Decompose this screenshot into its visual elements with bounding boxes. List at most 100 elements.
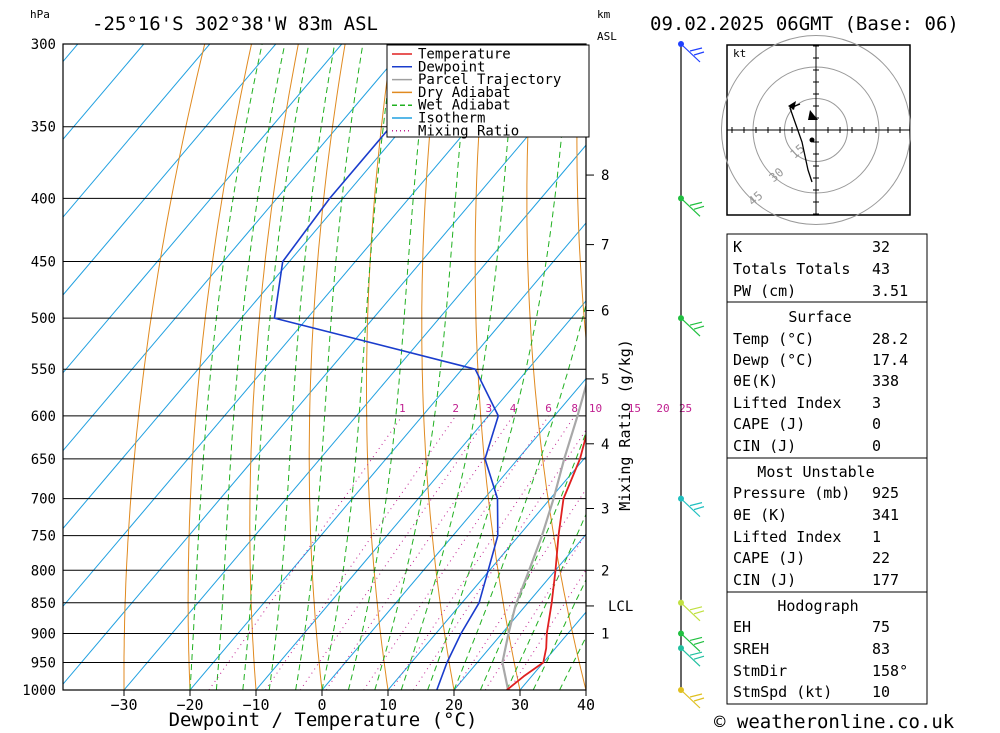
wind-barb xyxy=(680,43,705,63)
mixing-ratio-line xyxy=(363,415,550,690)
isotherm-line xyxy=(123,144,586,690)
pressure-label: 750 xyxy=(31,529,56,545)
isotherm-line xyxy=(63,44,277,296)
parcel-trajectory-line xyxy=(501,381,586,690)
eh-value: 75 xyxy=(872,618,890,636)
lcl-label: LCL xyxy=(608,599,633,615)
mu-title: Most Unstable xyxy=(757,463,874,481)
x-tick-label: 20 xyxy=(445,696,463,714)
surface-temp-label: Temp (°C) xyxy=(733,330,814,348)
wind-barb xyxy=(680,197,705,217)
pressure-label: 800 xyxy=(31,563,56,579)
mu-theta-label: θE (K) xyxy=(733,506,787,524)
pressure-label: 650 xyxy=(31,452,56,468)
mixing-ratio-label: 15 xyxy=(628,402,641,415)
legend-label: Dry Adiabat xyxy=(418,85,511,101)
dry-adiabat-line xyxy=(123,44,206,690)
mixing-ratio-line xyxy=(208,415,403,690)
isotherm-line xyxy=(453,533,586,690)
surface-cape-label: CAPE (J) xyxy=(733,415,805,433)
mixing-ratio-labels: 1 2 3 4 6 8 10 15 20 25 xyxy=(399,402,692,415)
stmspd-label: StmSpd (kt) xyxy=(733,683,832,701)
dry-adiabat-line xyxy=(953,44,1000,690)
copyright: © weatheronline.co.uk xyxy=(714,711,955,733)
surface-dewp-label: Dewp (°C) xyxy=(733,351,814,369)
x-tick-label: −10 xyxy=(242,696,269,714)
x-tick-label: 30 xyxy=(511,696,529,714)
k-label: K xyxy=(733,238,742,256)
mixing-ratio-line xyxy=(264,415,457,690)
storm-motion-dot xyxy=(809,137,815,143)
mu-pressure-label: Pressure (mb) xyxy=(733,484,850,502)
mixing-ratio-label: 1 xyxy=(399,402,406,415)
wind-profile xyxy=(678,41,705,709)
isotherm-line xyxy=(63,44,211,218)
mixing-ratio-label: 8 xyxy=(571,402,578,415)
dry-adiabat-line xyxy=(576,44,586,344)
sreh-value: 83 xyxy=(872,640,890,658)
km-label: 7 xyxy=(601,238,609,254)
isobars xyxy=(63,43,586,691)
mu-pressure-value: 925 xyxy=(872,484,899,502)
x-tick-label: −30 xyxy=(110,696,137,714)
isotherm-line xyxy=(255,300,586,690)
km-label: 5 xyxy=(601,372,609,388)
x-tick-label: 10 xyxy=(379,696,397,714)
wet-adiabat-line xyxy=(242,44,310,690)
surface-theta-label: θE(K) xyxy=(733,372,778,390)
mu-li-value: 1 xyxy=(872,528,881,546)
surface-li-value: 3 xyxy=(872,394,881,412)
tt-label: Totals Totals xyxy=(733,260,850,278)
legend-label: Dewpoint xyxy=(418,59,485,75)
legend-box xyxy=(386,44,590,138)
dry-adiabat-line xyxy=(308,44,346,690)
pressure-label: 350 xyxy=(31,120,56,136)
stmdir-value: 158° xyxy=(872,662,908,680)
temperature-axis-labels: −30 −20 −10 0 10 20 30 40 xyxy=(110,690,595,714)
pressure-label: 900 xyxy=(31,626,56,642)
mixing-ratio-label: 3 xyxy=(485,402,492,415)
k-value: 32 xyxy=(872,238,890,256)
wind-barb xyxy=(680,602,705,622)
legend-label: Wet Adiabat xyxy=(418,98,511,114)
pressure-label: 1000 xyxy=(22,683,56,699)
eh-label: EH xyxy=(733,618,751,636)
wet-adiabat-line xyxy=(479,431,586,690)
pressure-label: 600 xyxy=(31,409,56,425)
mixing-ratio-axis-label: Mixing Ratio (g/kg) xyxy=(616,339,634,511)
hodograph-unit: kt xyxy=(733,47,746,60)
mixing-ratio-line xyxy=(299,415,490,690)
wind-barb xyxy=(680,317,705,337)
km-label: 1 xyxy=(601,626,609,642)
mu-cape-label: CAPE (J) xyxy=(733,549,805,567)
wind-barb xyxy=(680,633,705,652)
mu-cin-value: 177 xyxy=(872,571,899,589)
pressure-label: 850 xyxy=(31,596,56,612)
wind-barb xyxy=(680,689,705,709)
temperature-line xyxy=(506,432,586,690)
km-label: 3 xyxy=(601,501,609,517)
dry-adiabat-line xyxy=(187,44,252,690)
hodo-stats-title: Hodograph xyxy=(777,597,858,615)
pressure-label: 450 xyxy=(31,255,56,271)
km-label: 8 xyxy=(601,168,609,184)
pressure-label: 950 xyxy=(31,655,56,671)
surface-title: Surface xyxy=(788,308,851,326)
asl-label: ASL xyxy=(597,30,617,43)
mixing-ratio-label: 25 xyxy=(679,402,692,415)
surface-li-label: Lifted Index xyxy=(733,394,841,412)
datetime-title: 09.02.2025 06GMT (Base: 06) xyxy=(650,13,959,35)
wet-adiabat-line xyxy=(347,44,430,690)
dry-adiabat-line xyxy=(421,44,455,690)
stmdir-label: StmDir xyxy=(733,662,787,680)
surface-dewp-value: 17.4 xyxy=(872,351,908,369)
wet-adiabat-line xyxy=(453,302,586,690)
tt-value: 43 xyxy=(872,260,890,278)
dewpoint-line xyxy=(273,44,500,690)
pressure-label: 400 xyxy=(31,191,56,207)
wet-adiabat-line xyxy=(427,44,571,690)
isotherm-line xyxy=(63,44,409,452)
mixing-ratio-label: 6 xyxy=(545,402,552,415)
wet-adiabat-line xyxy=(268,44,336,690)
